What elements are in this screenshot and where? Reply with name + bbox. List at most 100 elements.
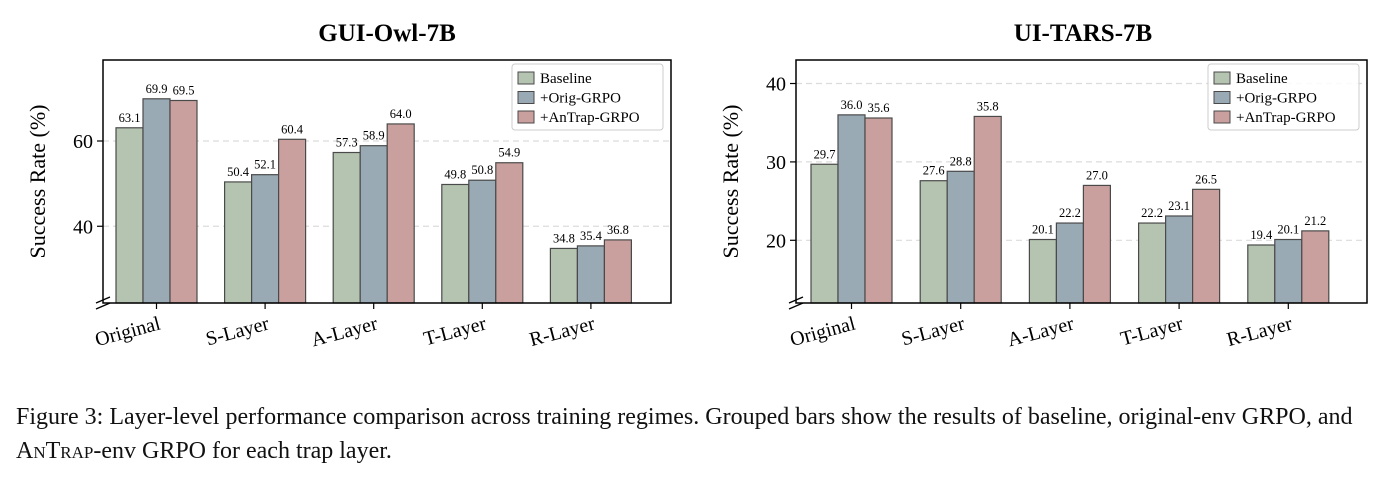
legend: Baseline +Orig-GRPO +AnTrap-GRPO (1207, 63, 1360, 131)
bar (946, 170, 975, 304)
legend-entry: +Orig-GRPO (1236, 91, 1317, 107)
bar-value-label: 20.1 (1032, 223, 1054, 237)
legend-entry: +AnTrap-GRPO (540, 110, 640, 126)
bar-value-label: 36.8 (607, 223, 629, 237)
x-tick-label: A-Layer (1005, 312, 1076, 351)
bar (1164, 215, 1194, 304)
bar-value-label: 54.9 (498, 146, 520, 160)
y-tick-label: 40 (73, 216, 93, 238)
bar (278, 138, 307, 304)
legend-swatch (517, 71, 535, 85)
figure-caption: Figure 3: Layer-level performance compar… (16, 400, 1381, 468)
y-tick-label: 40 (766, 74, 786, 96)
bar (864, 117, 893, 304)
caption-text-start: Figure 3: Layer-level performance compar… (16, 404, 1353, 430)
bar (810, 163, 839, 304)
axis-break-mark (788, 302, 804, 310)
legend-swatch (517, 110, 535, 124)
bar-value-label: 57.3 (336, 136, 358, 150)
bar-value-label: 26.5 (1195, 172, 1217, 186)
chart-title: GUI-Owl-7B (318, 20, 456, 47)
y-tick-label: 20 (766, 230, 786, 252)
bar-value-label: 27.0 (1086, 168, 1108, 182)
bar (386, 123, 415, 304)
bar (973, 115, 1002, 304)
x-tick-label: S-Layer (899, 312, 967, 350)
legend: Baseline +Orig-GRPO +AnTrap-GRPO (511, 63, 664, 131)
bar (332, 151, 361, 304)
legend-swatch (1213, 71, 1231, 85)
bar-value-label: 36.0 (841, 98, 863, 112)
x-tick-label: Original (788, 312, 859, 351)
bar-value-label: 21.2 (1304, 214, 1326, 228)
bar-value-label: 52.1 (254, 158, 276, 172)
bar (115, 127, 144, 304)
y-tick-label: 30 (766, 152, 786, 174)
bar-value-label: 20.1 (1277, 223, 1299, 237)
figure-charts: GUI-Owl-7B 63.1 69.9 69.5 Original 50.4 52.1 60… (25, 20, 1368, 351)
x-tick-label: Original (93, 312, 164, 351)
bar (1137, 222, 1167, 304)
caption-small-caps: AnTrap (16, 438, 94, 464)
x-tick-label: R-Layer (527, 312, 597, 351)
chart-1: GUI-Owl-7B 63.1 69.9 69.5 Original 50.4 52.1 60… (25, 20, 672, 351)
x-tick-label: T-Layer (421, 312, 489, 350)
bar (359, 145, 388, 304)
bar-value-label: 60.4 (281, 122, 304, 136)
caption-text-end: -env GRPO for each trap layer. (93, 438, 392, 464)
bar-value-label: 35.4 (580, 229, 603, 243)
bar-value-label: 34.8 (553, 231, 575, 245)
legend-box (1207, 63, 1360, 131)
chart-2: UI-TARS-7B 29.7 36.0 35.6 Original 27.6 28.8 35… (718, 20, 1368, 351)
bar (251, 174, 280, 304)
plot-frame (795, 59, 1368, 304)
bar-value-label: 22.2 (1059, 206, 1081, 220)
bar-value-label: 69.5 (173, 84, 195, 98)
bar (603, 239, 633, 304)
legend-box (511, 63, 664, 131)
bar-value-label: 35.8 (977, 99, 999, 113)
bar (1082, 184, 1112, 304)
legend-swatch (517, 91, 535, 104)
bar (1247, 244, 1276, 304)
bar-value-label: 28.8 (950, 154, 972, 168)
bar (1301, 230, 1330, 304)
axis-break-mark (788, 296, 804, 304)
plot-frame (102, 59, 672, 304)
bar (1055, 222, 1085, 304)
axis-break-mark (95, 296, 111, 304)
bar-value-label: 50.4 (227, 165, 250, 179)
bar-value-label: 49.8 (444, 167, 466, 181)
legend-entry: +AnTrap-GRPO (1236, 110, 1336, 126)
axis-break-mark (95, 302, 111, 310)
bar (441, 183, 470, 304)
y-tick-label: 60 (73, 131, 93, 153)
legend-swatch (1213, 91, 1231, 104)
bar-value-label: 22.2 (1141, 206, 1163, 220)
bar-value-label: 19.4 (1250, 228, 1273, 242)
bar (549, 247, 579, 304)
bar (1028, 238, 1058, 304)
bar-value-label: 58.9 (363, 129, 385, 143)
bar-value-label: 35.6 (868, 101, 890, 115)
x-tick-label: T-Layer (1118, 312, 1186, 350)
bar (1274, 238, 1303, 304)
bar (468, 179, 497, 304)
bar-value-label: 27.6 (923, 164, 945, 178)
legend-entry: +Orig-GRPO (540, 91, 621, 107)
bar (837, 114, 866, 304)
bar (919, 180, 948, 304)
x-tick-label: A-Layer (309, 312, 380, 351)
bar-value-label: 69.9 (146, 82, 168, 96)
bar-value-label: 50.8 (471, 163, 493, 177)
legend-entry: Baseline (540, 71, 592, 87)
x-tick-label: R-Layer (1225, 312, 1295, 351)
bar-value-label: 29.7 (814, 147, 836, 161)
x-tick-label: S-Layer (203, 312, 271, 350)
bar (224, 181, 253, 304)
bar-value-label: 23.1 (1168, 199, 1190, 213)
bar-value-label: 63.1 (119, 111, 141, 125)
y-axis-label: Success Rate (%) (718, 105, 743, 259)
bar (495, 162, 524, 304)
bar (169, 99, 198, 304)
